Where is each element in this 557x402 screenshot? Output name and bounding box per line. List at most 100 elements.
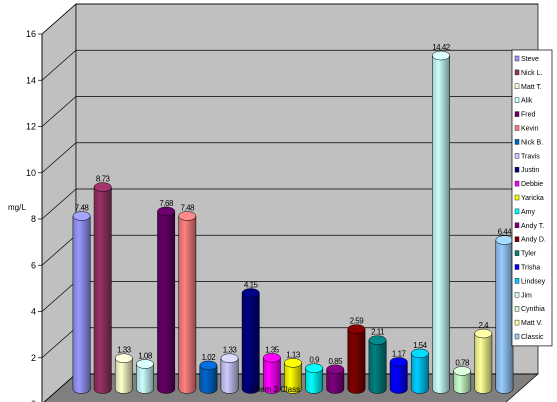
bar-travis bbox=[220, 353, 239, 394]
data-label: 2.4 bbox=[478, 321, 489, 330]
legend-item: Travis bbox=[514, 153, 540, 160]
bar-top bbox=[220, 353, 239, 363]
bar-body bbox=[495, 239, 514, 394]
bar-body bbox=[432, 55, 450, 394]
legend-label: Debbie bbox=[521, 181, 543, 188]
legend-swatch bbox=[514, 153, 520, 159]
legend-swatch bbox=[514, 306, 520, 312]
bar-lindsey bbox=[410, 348, 429, 394]
y-tick-label: 8 bbox=[31, 214, 36, 224]
y-tick-label: 2 bbox=[31, 353, 36, 363]
legend-label: Cynthia bbox=[521, 306, 545, 313]
bar-matt-v bbox=[474, 328, 493, 394]
data-label: 1.08 bbox=[138, 352, 153, 361]
legend-item: Andy T. bbox=[514, 222, 544, 230]
bar-body bbox=[326, 369, 345, 394]
legend-swatch bbox=[514, 166, 520, 173]
bar-justin bbox=[241, 288, 260, 394]
legend-label: Classic bbox=[521, 334, 544, 341]
legend-swatch bbox=[514, 278, 520, 284]
bar-andy-d bbox=[347, 324, 366, 394]
legend-item: Matt V. bbox=[514, 319, 543, 327]
bar-body bbox=[453, 370, 472, 394]
y-axis-title: mg/L bbox=[8, 203, 26, 212]
legend-label: Steve bbox=[521, 56, 539, 63]
gridline-side bbox=[43, 373, 77, 402]
legend-label: Lindsey bbox=[521, 278, 546, 285]
legend-label: Alik bbox=[521, 98, 533, 105]
y-tick-label: 10 bbox=[26, 168, 36, 178]
bar-body bbox=[474, 333, 493, 394]
gridline-side bbox=[41, 281, 77, 312]
legend-swatch bbox=[514, 111, 520, 117]
bar-top bbox=[305, 363, 324, 373]
legend-item: Amy bbox=[514, 208, 536, 216]
legend-label: Nick B. bbox=[521, 139, 543, 146]
bar-body bbox=[305, 367, 324, 394]
bar-body bbox=[72, 215, 91, 394]
gridline-side bbox=[41, 96, 77, 127]
bar-top bbox=[136, 359, 154, 369]
data-label: 1.13 bbox=[286, 350, 301, 359]
legend-item: Debbie bbox=[514, 180, 543, 188]
bars bbox=[72, 50, 514, 394]
bar-andy-t bbox=[326, 364, 345, 394]
bar-alik bbox=[136, 359, 154, 394]
bar-body bbox=[368, 339, 387, 394]
legend-label: Trisha bbox=[521, 265, 540, 272]
legend-item: Jim bbox=[514, 292, 532, 299]
data-label: 1.54 bbox=[413, 341, 428, 350]
data-label: 1.02 bbox=[202, 353, 217, 362]
legend-swatch bbox=[514, 222, 520, 229]
bar-body bbox=[262, 357, 281, 394]
legend-item: Classic bbox=[514, 333, 544, 341]
gridline-side bbox=[41, 49, 77, 81]
gridline-side bbox=[41, 142, 77, 174]
bar-top bbox=[495, 235, 514, 245]
legend-label: Yaricka bbox=[521, 195, 544, 202]
bar-body bbox=[347, 328, 366, 394]
bar-top bbox=[474, 328, 493, 339]
bar-top bbox=[262, 353, 281, 363]
bar-body bbox=[199, 365, 218, 394]
bar-yaricka bbox=[284, 358, 302, 394]
legend-item: Trisha bbox=[514, 264, 540, 272]
y-tick-label: 16 bbox=[26, 29, 36, 39]
data-label: 7.48 bbox=[180, 204, 195, 213]
data-label: 7.48 bbox=[75, 204, 90, 213]
legend-item: Nick B. bbox=[514, 139, 543, 146]
x-axis-title: Chem 3 Class bbox=[250, 385, 300, 394]
bar-body bbox=[220, 357, 239, 394]
legend-swatch bbox=[514, 69, 520, 76]
legend-item: Yaricka bbox=[514, 194, 544, 202]
bar-top bbox=[199, 360, 218, 371]
bar-kevin bbox=[178, 211, 197, 394]
y-axis-ticks: 0 2 4 6 8 10 12 14 16 bbox=[26, 29, 43, 402]
legend-label: Matt T. bbox=[521, 84, 542, 91]
data-label: 7.68 bbox=[159, 199, 174, 208]
bar-top bbox=[432, 50, 450, 61]
legend-label: Fred bbox=[521, 112, 536, 119]
bar-top bbox=[453, 366, 472, 376]
data-label: 0.78 bbox=[455, 358, 470, 367]
chart-walls bbox=[41, 3, 539, 402]
data-labels: 7.48 8.73 1.33 1.08 7.68 7.48 1.02 1.33 4.15 1.35… bbox=[75, 43, 513, 367]
legend-label: Amy bbox=[521, 209, 536, 216]
bar-nick-b bbox=[199, 360, 218, 394]
bar-top bbox=[93, 182, 112, 192]
legend-item: Alik bbox=[514, 97, 533, 105]
legend-label: Tyler bbox=[521, 251, 537, 258]
legend: Steve Nick L. Matt T. Alik Fred Kevin Nick B. T… bbox=[511, 49, 553, 347]
data-label: 1.33 bbox=[223, 346, 238, 355]
legend-item: Tyler bbox=[514, 250, 537, 258]
legend-item: Nick L. bbox=[514, 69, 542, 77]
bar-cynthia bbox=[453, 366, 472, 394]
legend-swatch bbox=[514, 97, 520, 103]
data-label: 0.85 bbox=[328, 357, 343, 366]
legend-swatch bbox=[514, 292, 520, 298]
bar-top bbox=[178, 211, 197, 221]
legend-item: Fred bbox=[514, 111, 536, 119]
bar-top bbox=[157, 206, 176, 217]
y-tick-label: 4 bbox=[31, 307, 36, 317]
